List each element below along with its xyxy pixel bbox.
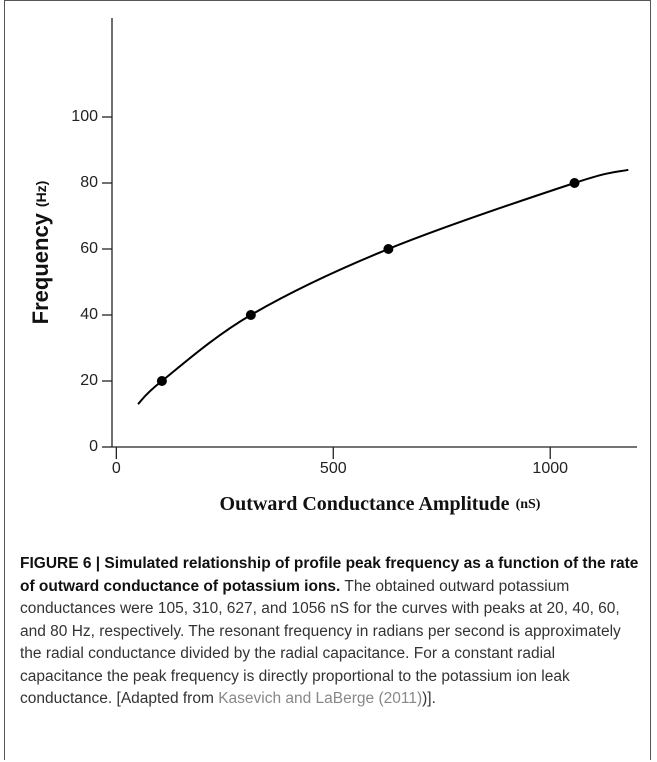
y-tick-label: 60 bbox=[80, 240, 98, 257]
caption-text: The obtained outward potassium conductan… bbox=[20, 577, 621, 708]
caption-label: FIGURE 6 | Simulated relationship of pro… bbox=[20, 555, 639, 595]
y-tick-label: 0 bbox=[89, 438, 98, 455]
data-point bbox=[245, 310, 256, 320]
caption: FIGURE 6 | Simulated relationship of pro… bbox=[20, 553, 640, 711]
y-label-unit: (Hz) bbox=[33, 181, 49, 207]
x-label-unit: (nS) bbox=[516, 497, 541, 512]
y-tick-label: 100 bbox=[71, 108, 98, 125]
x-axis-label: Outward Conductance Amplitude (nS) bbox=[220, 493, 541, 515]
caption-link[interactable]: Kasevich and LaBerge (2011) bbox=[218, 690, 423, 707]
x-tick-label: 1000 bbox=[532, 460, 568, 477]
caption-end: )]. bbox=[422, 690, 436, 707]
y-tick-label: 40 bbox=[80, 306, 98, 323]
data-point bbox=[569, 178, 580, 188]
y-tick-label: 80 bbox=[80, 174, 98, 191]
curve bbox=[137, 168, 629, 405]
y-label-text: Frequency bbox=[28, 212, 53, 324]
x-label-text: Outward Conductance Amplitude bbox=[220, 493, 510, 515]
x-tick-label: 500 bbox=[320, 460, 347, 477]
x-tick-label: 0 bbox=[112, 460, 121, 477]
data-point bbox=[156, 376, 167, 386]
y-tick-label: 20 bbox=[80, 372, 98, 389]
figure-frame bbox=[4, 0, 651, 760]
y-axis-label: Frequency (Hz) bbox=[28, 181, 53, 325]
data-point bbox=[383, 244, 394, 254]
